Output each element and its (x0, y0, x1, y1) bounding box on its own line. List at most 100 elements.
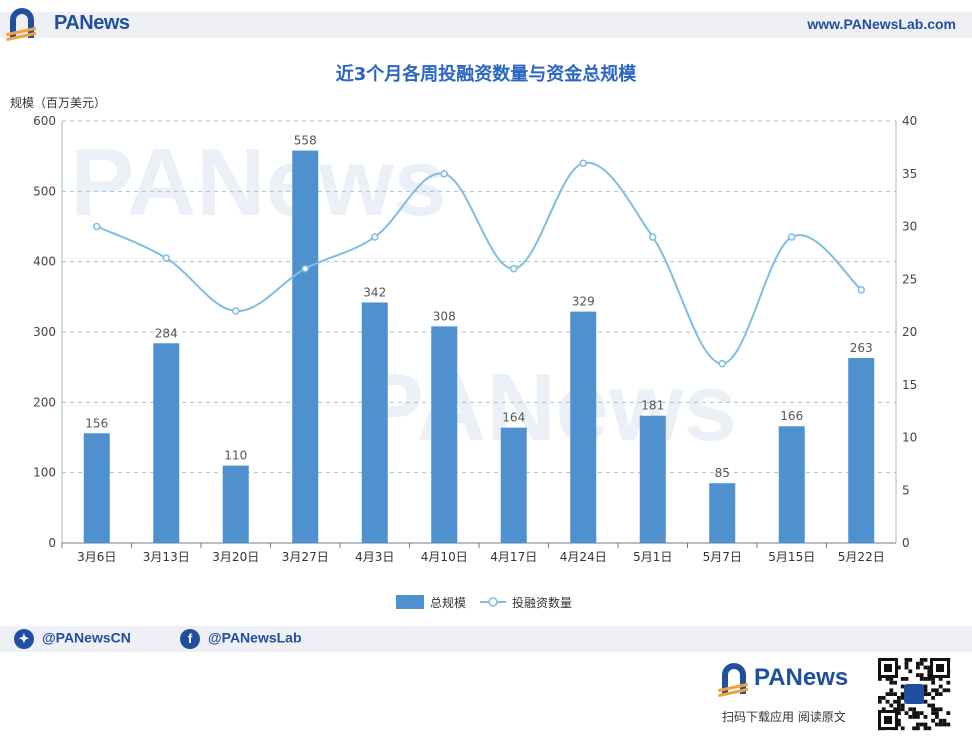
bar (153, 343, 180, 543)
y-tick-label-right: 25 (902, 272, 917, 286)
bar-data-label: 342 (363, 285, 386, 299)
line-point (788, 233, 796, 241)
qr-module (878, 699, 882, 704)
y-tick-label-left: 500 (33, 184, 56, 198)
line-point (93, 222, 101, 231)
qr-module (900, 726, 905, 731)
bar (848, 358, 875, 543)
qr-module (919, 661, 924, 666)
qr-module (904, 665, 909, 670)
qr-module (938, 677, 943, 681)
bar-data-label: 164 (502, 411, 525, 425)
bar-data-label: 284 (155, 326, 178, 340)
y-axis-label-left: 规模（百万美元） (10, 95, 106, 110)
qr-module (923, 665, 928, 670)
qr-module (931, 688, 935, 693)
qr-module (893, 692, 897, 696)
qr-module (897, 711, 901, 715)
y-tick-label-right: 35 (902, 167, 917, 181)
twitter-icon: ✦ (14, 629, 34, 649)
qr-module (942, 722, 947, 727)
qr-logo (904, 684, 924, 704)
qr-module (878, 696, 882, 700)
bar (361, 302, 388, 543)
bar-data-label: 156 (85, 416, 108, 430)
qr-module (923, 688, 928, 693)
qr-module (916, 722, 920, 727)
legend-swatch-bar (396, 595, 424, 609)
footer-bar: ✦ @PANewsCN f @PANewsLab (0, 626, 972, 652)
qr-code-icon (878, 658, 951, 731)
qr-module (889, 703, 894, 708)
qr-module (889, 688, 894, 693)
bar-series (83, 150, 875, 544)
y-tick-label-right: 20 (902, 325, 917, 339)
line-point (440, 170, 448, 178)
qr-module (923, 726, 928, 731)
qr-module (927, 677, 932, 681)
qr-module (919, 722, 924, 727)
x-tick-label: 3月20日 (212, 550, 259, 564)
qr-module (908, 658, 913, 662)
qr-finder (878, 658, 898, 678)
qr-finder-center (884, 716, 892, 724)
qr-finder-center (936, 664, 944, 672)
qr-module (912, 726, 916, 731)
qr-module (931, 711, 935, 715)
bar (83, 433, 110, 543)
qr-module (885, 692, 890, 696)
line-point (857, 286, 865, 294)
qr-module (931, 707, 935, 712)
qr-module (942, 688, 947, 693)
qr-module (881, 696, 886, 700)
y-tick-label-left: 0 (48, 536, 56, 550)
qr-module (923, 684, 928, 689)
qr-module (938, 718, 943, 723)
qr-module (904, 661, 909, 666)
qr-module (919, 673, 924, 677)
facebook-handle[interactable]: f @PANewsLab (180, 629, 302, 649)
qr-module (889, 692, 894, 696)
qr-module (916, 711, 920, 715)
brand-logo[interactable]: PANews (4, 8, 144, 44)
panews-logo-icon (718, 663, 749, 698)
y-tick-label-left: 100 (33, 466, 56, 480)
legend: 总规模 投融资数量 (396, 595, 572, 610)
qr-module (935, 715, 939, 719)
y-tick-label-right: 15 (902, 378, 917, 392)
qr-module (923, 692, 928, 696)
qr-module (904, 677, 909, 681)
y-tick-label-right: 10 (902, 431, 917, 445)
qr-module (916, 665, 920, 670)
watermark-text: PANews (70, 129, 447, 236)
qr-module (904, 711, 909, 715)
qr-module (908, 707, 913, 712)
qr-module (919, 711, 924, 715)
qr-module (900, 696, 905, 700)
qr-module (893, 707, 897, 712)
qr-module (927, 692, 932, 696)
qr-module (931, 680, 935, 685)
watermark-text: PANews (360, 354, 737, 461)
qr-module (897, 707, 901, 712)
qr-module (927, 726, 932, 731)
twitter-handle[interactable]: ✦ @PANewsCN (14, 629, 131, 649)
qr-module (897, 722, 901, 727)
bar-data-label: 85 (715, 466, 730, 480)
qr-module (946, 680, 951, 685)
brand-name: PANews (54, 12, 130, 34)
site-url-link[interactable]: www.PANewsLab.com (807, 16, 956, 32)
qr-module (900, 703, 905, 708)
qr-module (931, 677, 935, 681)
bar (778, 426, 805, 543)
legend-label-line: 投融资数量 (512, 595, 572, 610)
qr-code[interactable] (876, 656, 952, 732)
bar-data-label: 263 (850, 341, 873, 355)
qr-module (912, 715, 916, 719)
x-tick-label: 5月15日 (768, 550, 815, 564)
bar-data-label: 308 (433, 309, 456, 323)
qr-module (931, 703, 935, 708)
y-tick-label-left: 400 (33, 255, 56, 269)
qr-module (897, 699, 901, 704)
bar-data-label: 329 (572, 295, 595, 309)
